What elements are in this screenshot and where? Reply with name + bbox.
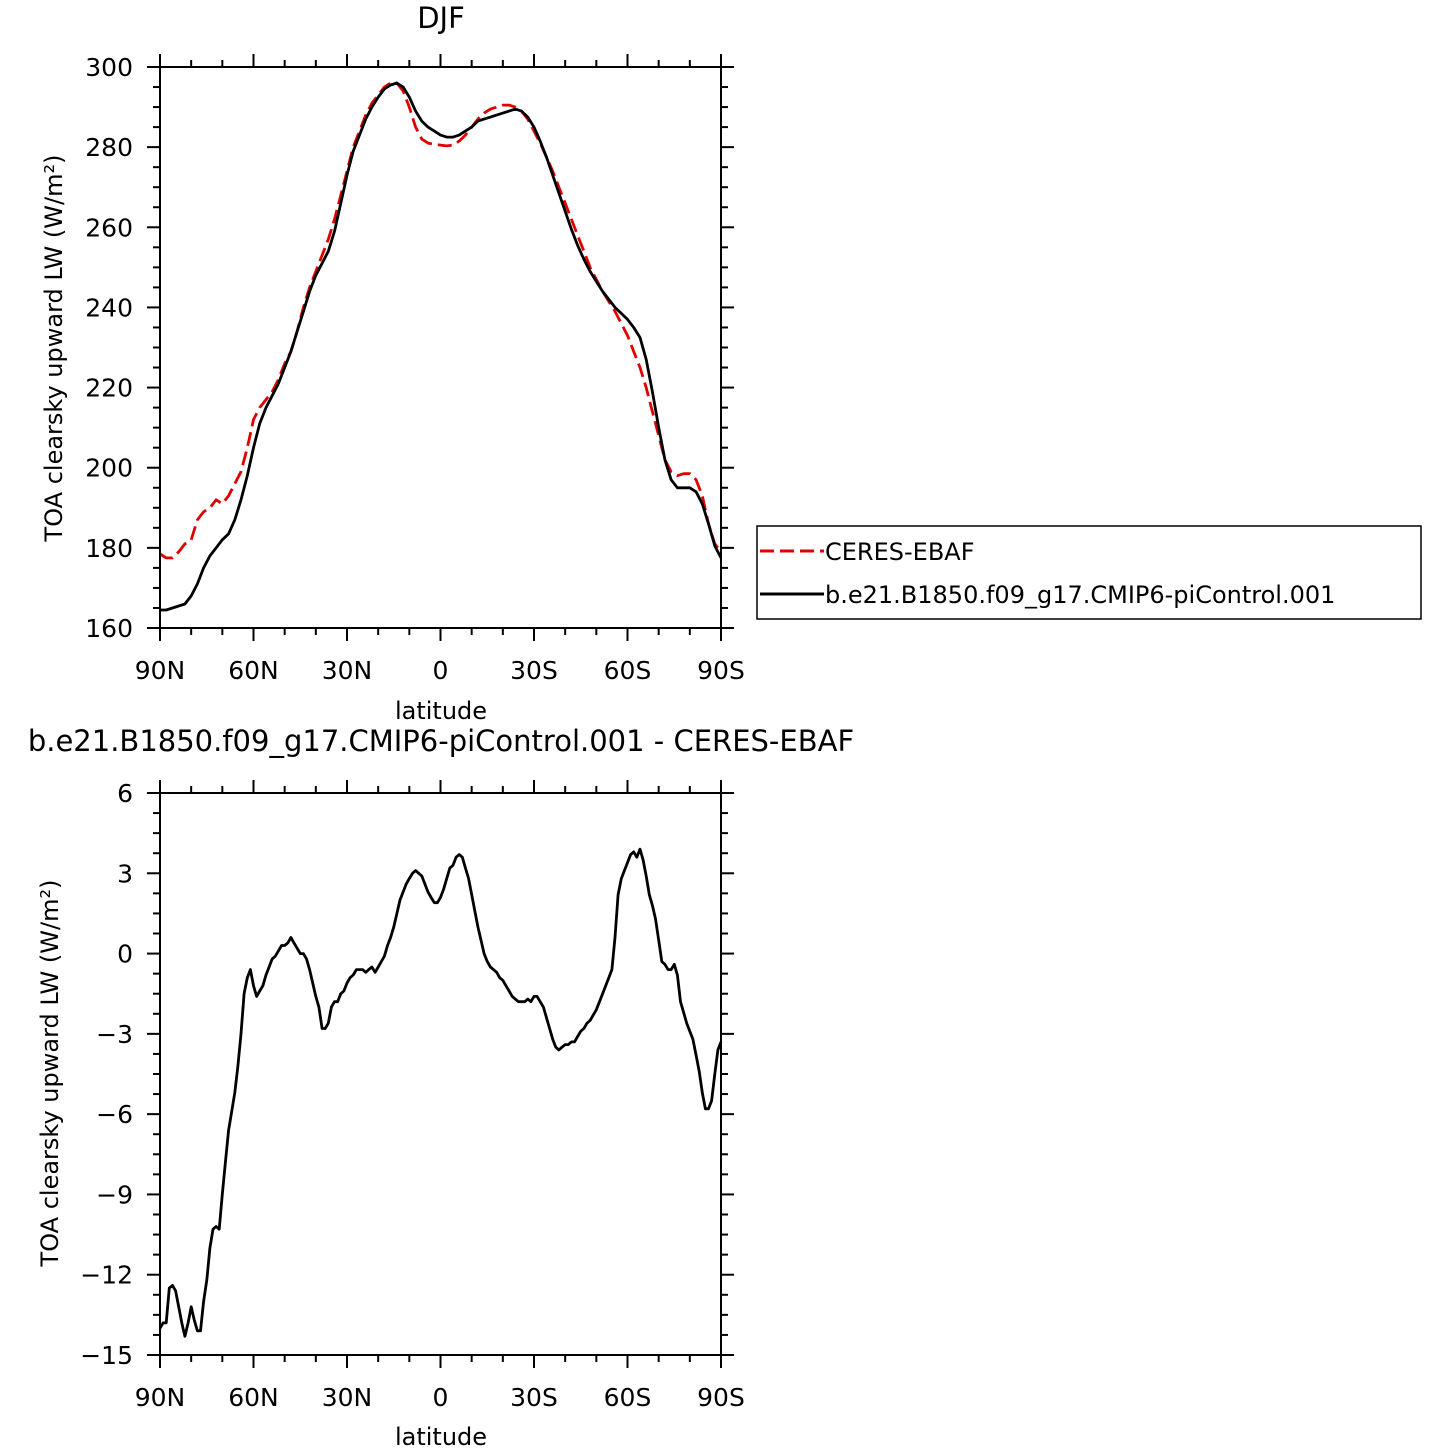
legend: CERES-EBAF b.e21.B1850.f09_g17.CMIP6-piC… bbox=[756, 525, 1422, 620]
top-panel-y-axis-title: TOA clearsky upward LW (W/m²) bbox=[40, 155, 68, 543]
y-tick-label-1: −15 bbox=[80, 1341, 133, 1370]
x-tick-label-0: 90S bbox=[697, 656, 745, 685]
plot-frame-1 bbox=[159, 792, 722, 1356]
x-tick-label-1: 30S bbox=[510, 1383, 558, 1412]
x-tick-label-0: 30N bbox=[322, 656, 373, 685]
y-tick-label-0: 160 bbox=[85, 614, 133, 643]
bottom-panel-title: b.e21.B1850.f09_g17.CMIP6-piControl.001 … bbox=[28, 724, 854, 758]
x-tick-label-0: 0 bbox=[433, 656, 449, 685]
x-tick-label-0: 90N bbox=[135, 656, 186, 685]
y-tick-label-0: 200 bbox=[85, 454, 133, 483]
y-tick-label-0: 180 bbox=[85, 534, 133, 563]
y-tick-label-1: −9 bbox=[96, 1180, 133, 1209]
x-tick-label-1: 90N bbox=[135, 1383, 186, 1412]
x-tick-label-1: 60S bbox=[604, 1383, 652, 1412]
bottom-panel: b.e21.B1850.f09_g17.CMIP6-piControl.001 … bbox=[28, 724, 854, 1451]
x-tick-label-0: 60N bbox=[228, 656, 279, 685]
series-line-1-0 bbox=[158, 847, 723, 1338]
plot-frame-0 bbox=[159, 66, 722, 629]
y-tick-label-1: 6 bbox=[117, 779, 133, 808]
y-tick-label-1: −3 bbox=[96, 1020, 133, 1049]
y-tick-label-1: −6 bbox=[96, 1100, 133, 1129]
y-tick-label-0: 220 bbox=[85, 374, 133, 403]
y-tick-label-0: 260 bbox=[85, 213, 133, 242]
bottom-panel-y-axis-title: TOA clearsky upward LW (W/m²) bbox=[36, 880, 64, 1268]
y-tick-label-1: −12 bbox=[80, 1261, 133, 1290]
x-tick-label-1: 30N bbox=[322, 1383, 373, 1412]
y-tick-label-1: 0 bbox=[117, 940, 133, 969]
y-tick-label-0: 240 bbox=[85, 293, 133, 322]
legend-box bbox=[756, 525, 1422, 620]
legend-label-model: b.e21.B1850.f09_g17.CMIP6-piControl.001 bbox=[825, 581, 1335, 609]
y-tick-label-0: 300 bbox=[85, 53, 133, 82]
bottom-panel-x-axis-title: latitude bbox=[395, 1423, 487, 1451]
legend-label-ceres-ebaf: CERES-EBAF bbox=[825, 538, 975, 566]
x-tick-label-1: 0 bbox=[433, 1383, 449, 1412]
y-tick-label-1: 3 bbox=[117, 859, 133, 888]
x-tick-label-0: 30S bbox=[510, 656, 558, 685]
x-tick-label-0: 60S bbox=[604, 656, 652, 685]
series-line-0-0 bbox=[159, 81, 723, 560]
x-tick-label-1: 60N bbox=[228, 1383, 279, 1412]
top-panel: DJF latitude TOA clearsky upward LW (W/m… bbox=[40, 1, 745, 725]
top-panel-title: DJF bbox=[417, 1, 465, 35]
series-line-0-1 bbox=[160, 81, 723, 612]
y-tick-label-0: 280 bbox=[85, 133, 133, 162]
x-tick-label-1: 90S bbox=[697, 1383, 745, 1412]
top-panel-x-axis-title: latitude bbox=[395, 697, 487, 725]
